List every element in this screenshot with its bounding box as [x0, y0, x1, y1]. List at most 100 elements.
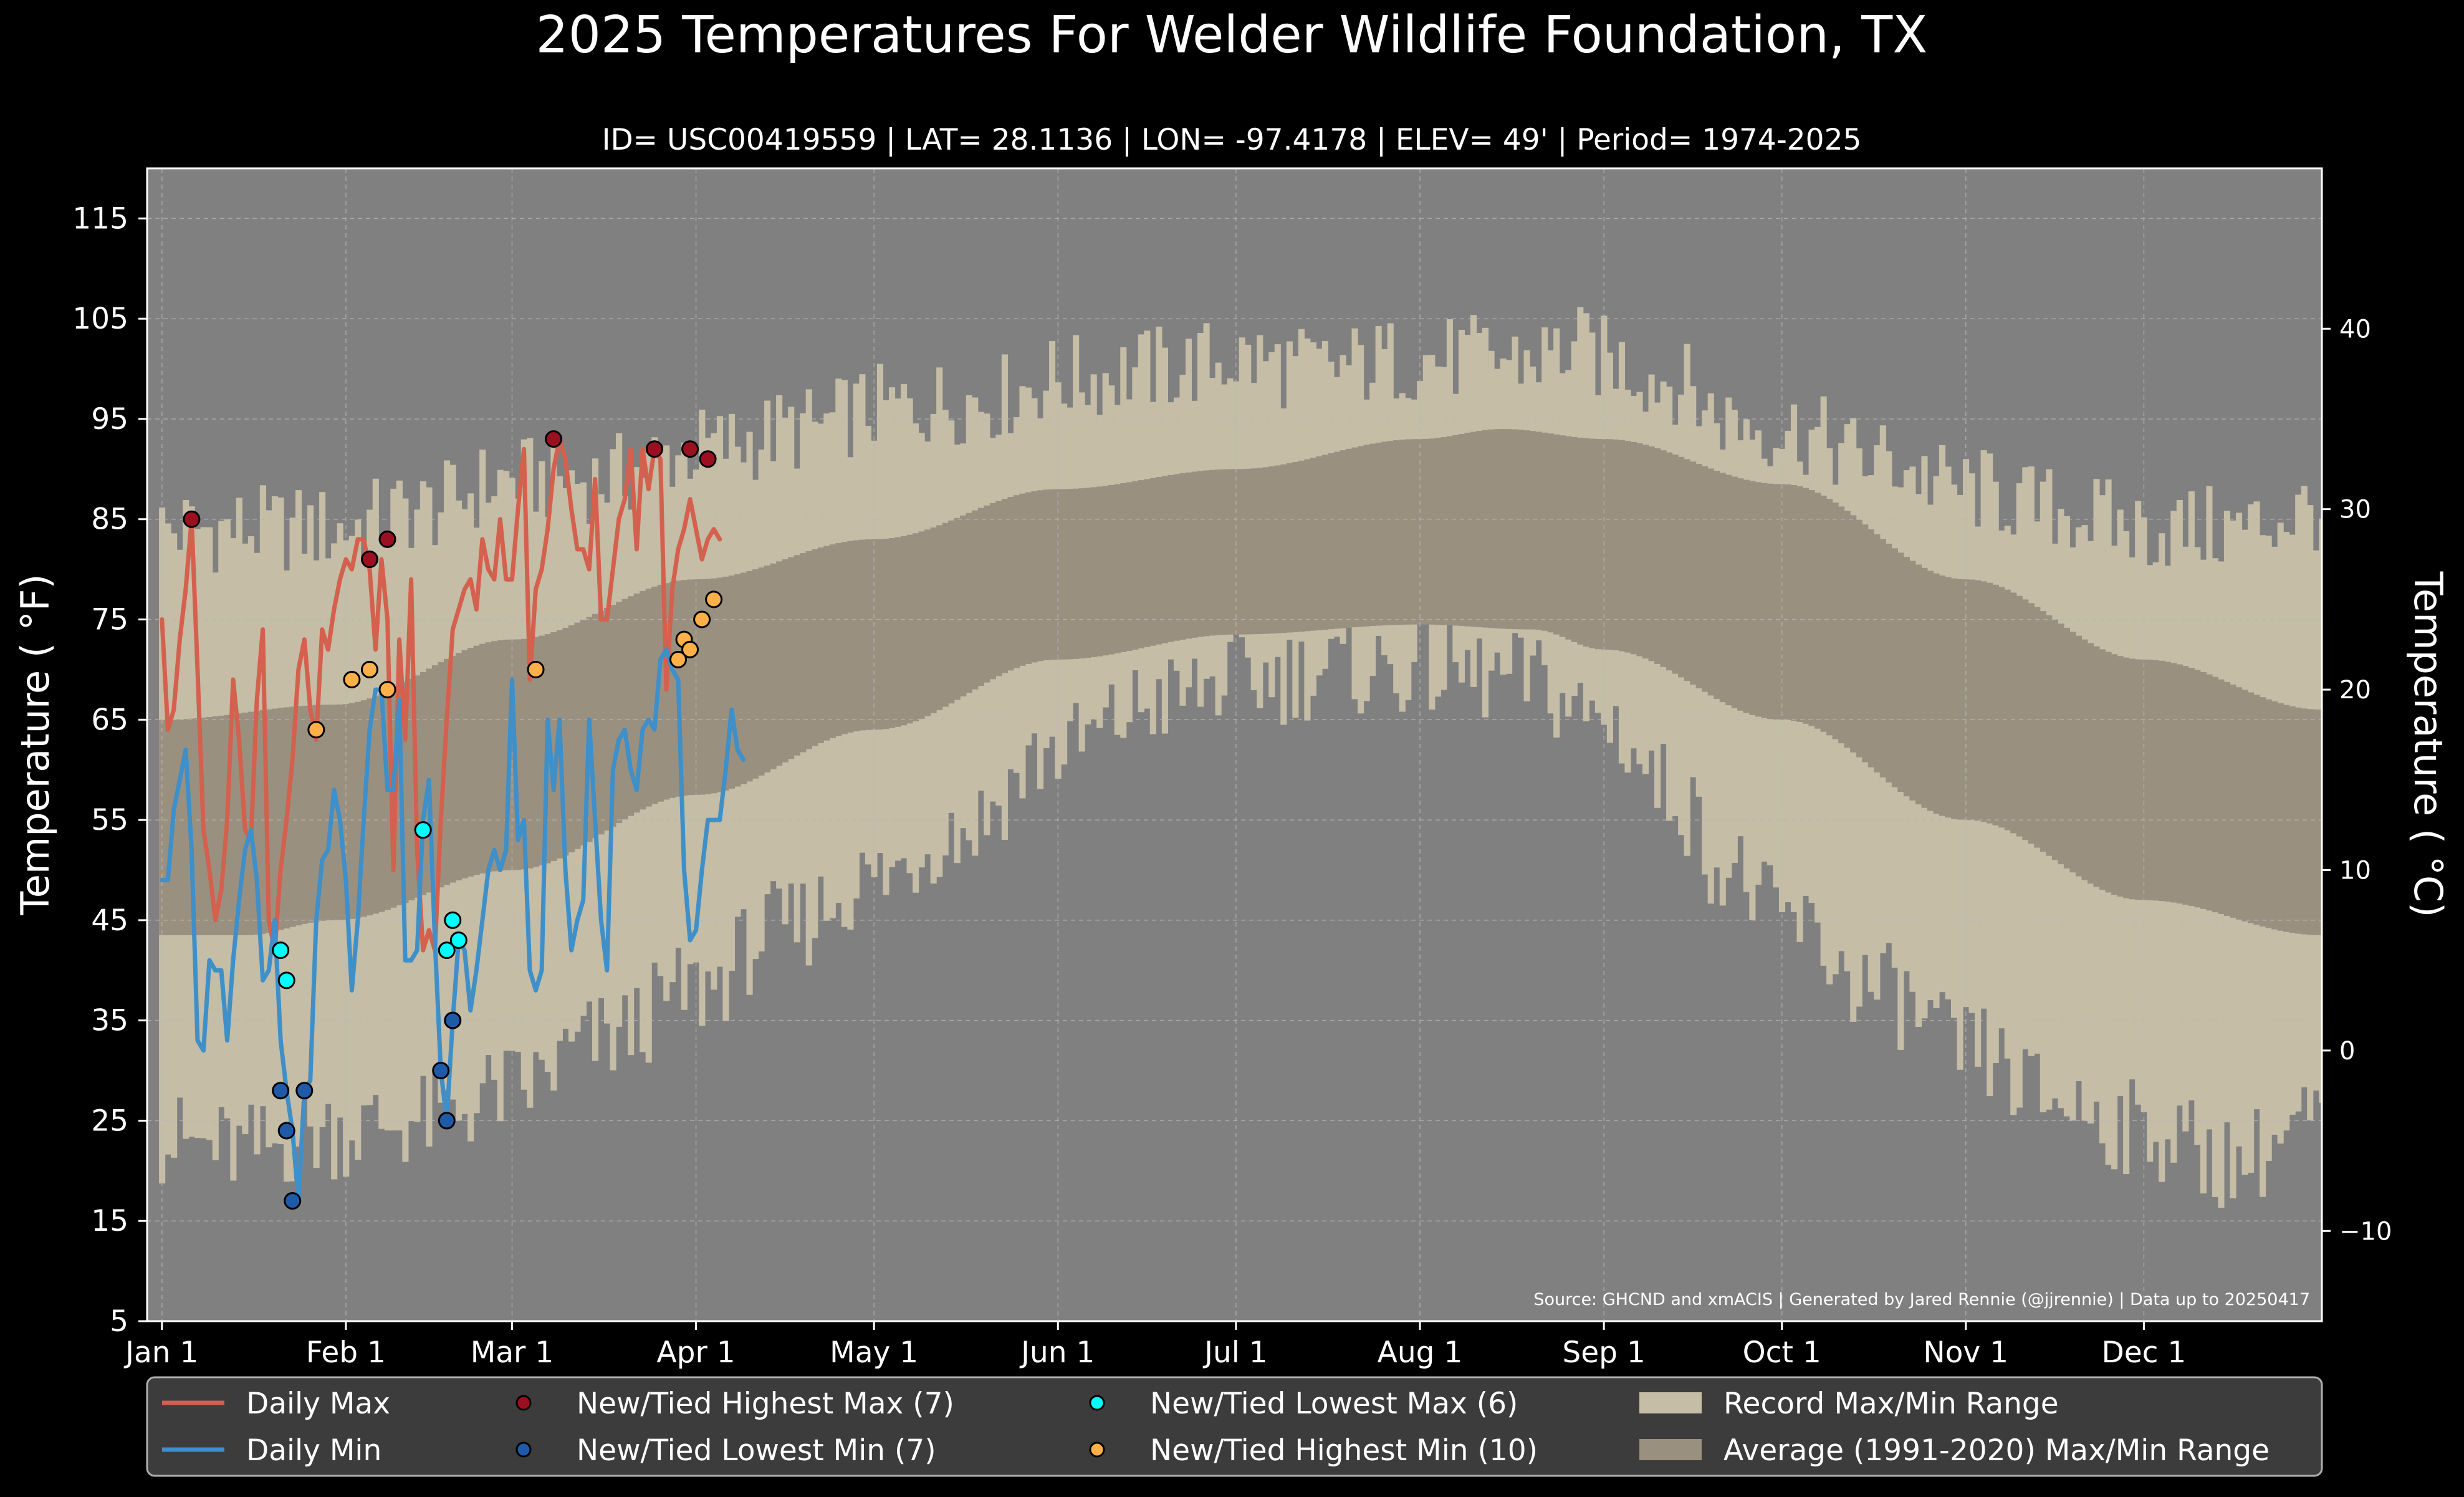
average-range-bar	[2123, 657, 2130, 898]
average-range-bar	[2022, 599, 2029, 840]
average-range-bar	[497, 640, 504, 871]
average-range-bar	[1749, 481, 1756, 715]
average-range-bar	[485, 642, 492, 872]
new-lowest-min-point	[432, 1062, 450, 1080]
average-range-bar	[1126, 482, 1133, 651]
average-range-bar	[574, 622, 581, 849]
legend-swatch-dot	[515, 1395, 532, 1411]
average-range-bar	[758, 567, 765, 776]
average-range-bar	[266, 709, 272, 933]
average-range-bar	[1862, 524, 1869, 763]
average-range-bar	[711, 578, 717, 794]
average-range-bar	[883, 539, 889, 729]
legend-swatch-dot	[1089, 1442, 1105, 1458]
average-range-bar	[1559, 435, 1566, 637]
average-range-bar	[1102, 486, 1109, 656]
average-range-bar	[254, 711, 261, 935]
new-lowest-min-point	[444, 1011, 462, 1029]
average-range-bar	[1518, 430, 1525, 630]
y-axis-left: 5 15 25 35 45 55 65 75 85 95 105 115	[72, 201, 147, 1339]
y-tick-label-left: 65	[91, 703, 128, 737]
y-tick-label-left: 85	[91, 503, 128, 537]
average-range-bar	[1257, 468, 1263, 634]
average-range-bar	[621, 599, 628, 820]
average-range-bar	[924, 529, 931, 716]
new-highest-min-point	[307, 721, 325, 739]
average-range-bar	[906, 534, 913, 724]
average-range-bar	[1879, 539, 1886, 777]
average-range-bar	[823, 546, 830, 741]
average-range-bar	[1120, 483, 1127, 652]
average-range-bar	[2260, 697, 2266, 927]
average-range-bar	[2301, 708, 2308, 935]
x-tick-label: Dec 1	[2102, 1336, 2187, 1370]
grid-lines	[147, 168, 2322, 1321]
average-range-bar	[1411, 439, 1417, 625]
new-highest-max-point	[645, 440, 663, 458]
average-range-bar	[704, 579, 711, 794]
average-range-bar	[2135, 659, 2142, 900]
average-range-bar	[628, 596, 635, 816]
average-range-bar	[1796, 486, 1803, 722]
new-lowest-min-point	[277, 1122, 295, 1140]
average-range-bar	[449, 655, 456, 883]
average-range-bar	[1577, 438, 1584, 645]
average-range-bar	[1025, 492, 1032, 664]
average-range-bar	[402, 682, 409, 903]
y-tick-label-right: −10	[2339, 1217, 2392, 1246]
average-range-bar	[461, 650, 468, 878]
average-range-bar	[805, 551, 812, 749]
new-highest-min-point	[681, 640, 699, 658]
average-range-bar	[1179, 473, 1186, 640]
average-range-bar	[562, 627, 569, 856]
average-range-bar	[995, 501, 1002, 676]
new-lowest-max-point	[272, 941, 290, 960]
average-range-bar	[2206, 674, 2213, 911]
average-range-bar	[1393, 440, 1400, 625]
average-range-bar	[1227, 469, 1234, 635]
average-range-bar	[2063, 627, 2071, 869]
average-range-bar	[1927, 570, 1934, 811]
average-range-bar	[325, 705, 332, 921]
average-range-bar	[1429, 438, 1436, 625]
average-range-bar	[165, 720, 171, 935]
x-axis: Jan 1 Feb 1 Mar 1 Apr 1 May 1 Jun 1 Jul 1 Aug 1…	[123, 1321, 2186, 1370]
legend-label: New/Tied Lowest Min (7)	[577, 1433, 936, 1468]
average-range-bar	[1488, 429, 1495, 628]
average-range-bar	[1684, 459, 1690, 681]
average-range-bar	[1553, 434, 1560, 635]
new-highest-min-point	[669, 650, 688, 668]
average-range-bar	[1363, 445, 1370, 627]
x-tick-label: Jul 1	[1202, 1336, 1268, 1370]
average-range-bar	[1624, 441, 1631, 653]
average-range-bar	[1666, 452, 1673, 671]
average-range-bar	[259, 710, 266, 934]
average-range-bar	[1203, 470, 1210, 637]
average-range-bar	[438, 662, 444, 888]
average-range-bar	[989, 503, 996, 680]
average-range-bar	[853, 540, 860, 731]
average-range-bar	[1245, 468, 1252, 635]
average-range-bar	[539, 635, 545, 865]
x-tick-label: Apr 1	[657, 1336, 736, 1370]
legend-swatch-patch	[1639, 1392, 1702, 1413]
average-range-bar	[2170, 663, 2177, 903]
average-range-bar	[604, 608, 611, 831]
average-range-bar	[1067, 489, 1073, 660]
average-range-bar	[1767, 483, 1774, 720]
average-range-bar	[1886, 543, 1892, 782]
average-range-bar	[1493, 429, 1501, 628]
average-range-bar	[1672, 455, 1679, 674]
average-range-bar	[230, 714, 237, 935]
average-range-bar	[2016, 595, 2023, 837]
average-range-bar	[1250, 468, 1257, 635]
new-lowest-max-point	[438, 941, 456, 960]
average-range-bar	[788, 557, 795, 759]
average-range-bar	[2105, 652, 2112, 893]
average-range-bar	[550, 632, 557, 861]
average-range-bar	[1702, 466, 1709, 692]
legend-label: New/Tied Highest Max (7)	[577, 1387, 954, 1421]
chart-subtitle: ID= USC00419559 | LAT= 28.1136 | LON= -9…	[602, 123, 1862, 157]
average-range-bar	[2028, 603, 2035, 844]
